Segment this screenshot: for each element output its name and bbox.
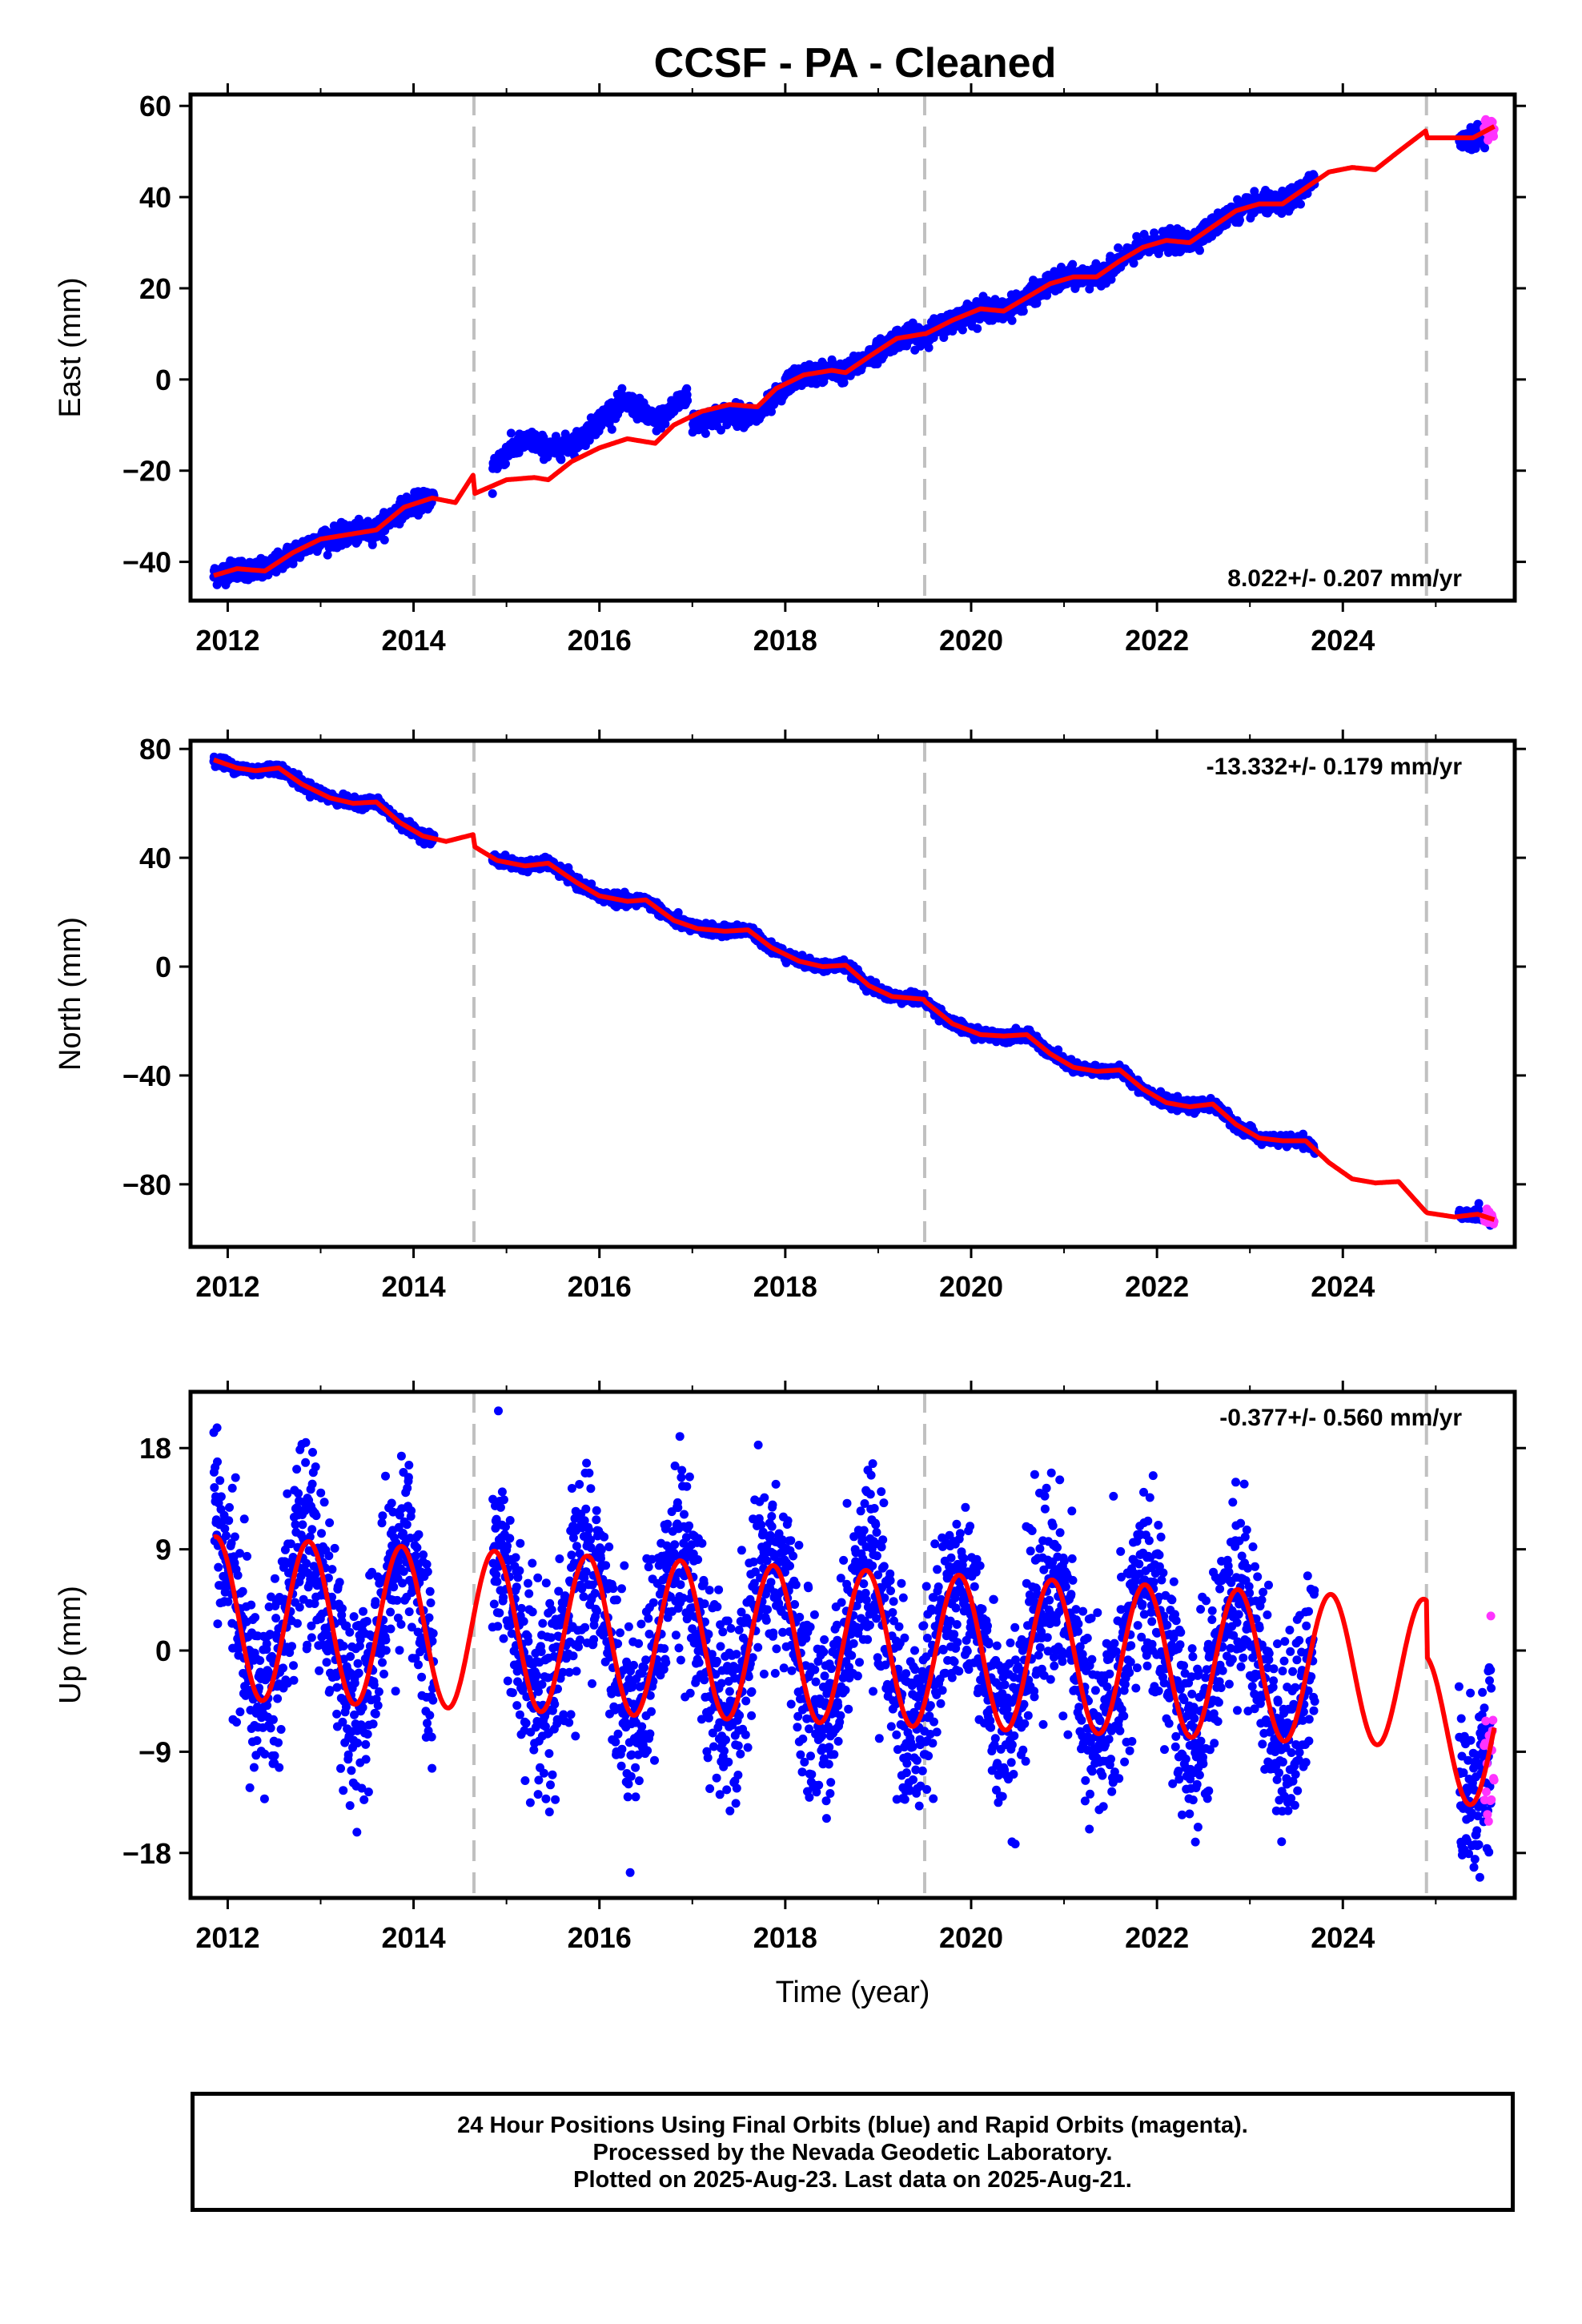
data-point [683,396,693,405]
data-point [924,343,934,352]
data-point [617,384,627,393]
data-point [379,535,389,545]
data-point [1018,307,1028,316]
data-point [1007,316,1017,325]
data-point [1480,143,1489,153]
data-point [1068,259,1078,269]
data-point [501,459,510,468]
x-tick-label: 2014 [382,624,446,657]
x-tick-label: 2020 [939,624,1003,657]
y-tick-label: 0 [155,364,171,396]
y-tick-label: 40 [139,181,171,214]
data-point [717,425,725,435]
data-point [323,550,332,560]
data-point [1195,246,1204,255]
east-panel: 2012 2014 2016 2018 2020 2022 2024 −40 −20 0 20 40 6… [54,83,1526,657]
data-point [701,428,710,438]
y-tick-label: 20 [139,272,171,305]
x-tick-label: 2012 [195,624,259,657]
x-tick-label: 2024 [1311,624,1375,657]
y-tick-label: 60 [139,90,171,123]
y-tick-label: −20 [122,455,171,488]
chart-title: CCSF - PA - Cleaned [654,40,1057,86]
data-point [661,419,670,428]
y-tick-label: −40 [122,546,171,579]
data-point [1296,199,1305,209]
y-axis-label: East (mm) [54,277,87,417]
data-point [556,455,566,464]
data-point [1235,215,1244,225]
data-point [354,514,363,524]
velocity-label: 8.022+/- 0.207 mm/yr [1227,565,1462,592]
data-point [367,540,377,549]
data-point [1129,259,1138,268]
x-tick-label: 2022 [1125,624,1189,657]
data-point [488,489,497,498]
data-point [973,324,982,333]
data-point [607,424,616,434]
data-point [839,378,849,388]
x-tick-label: 2018 [753,624,817,657]
north-panel: 2012 2014 2016 2018 2020 2022 2024−80−4004080N… [54,730,1526,1303]
data-point [506,428,516,438]
x-tick-label: 2016 [568,624,632,657]
